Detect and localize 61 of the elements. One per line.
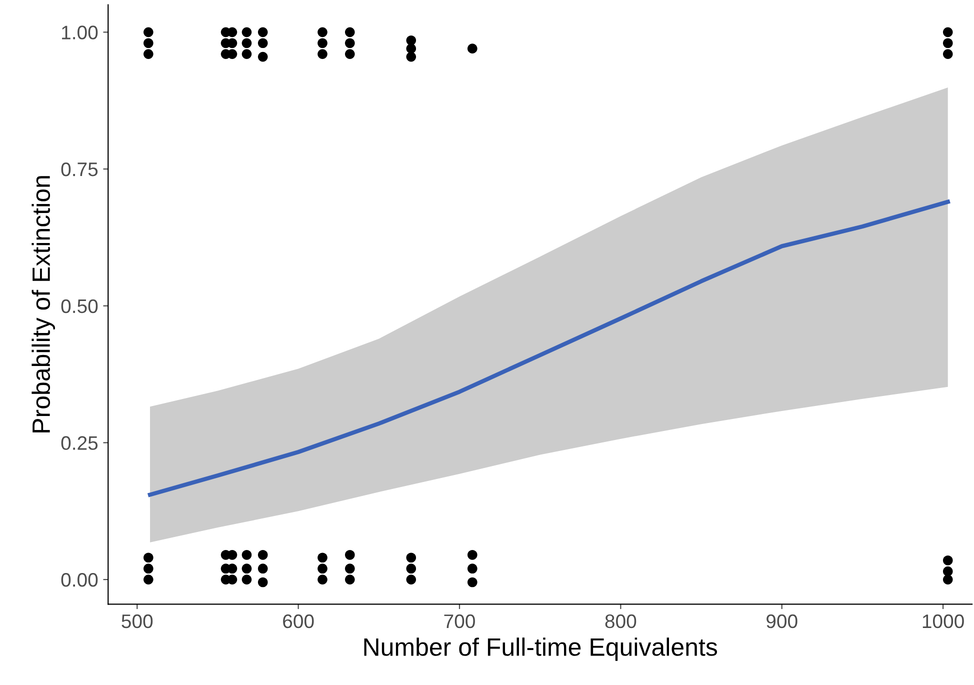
point [942, 566, 953, 576]
y-axis-title: Probability of Extinction [32, 176, 55, 432]
point [406, 564, 416, 574]
point [258, 38, 268, 48]
x-tick-label: 700 [444, 614, 475, 628]
point [318, 564, 328, 574]
x-tick-label: 800 [605, 614, 636, 628]
point [318, 27, 328, 38]
point [344, 38, 355, 48]
point [942, 27, 953, 38]
point [242, 564, 252, 574]
point [144, 552, 154, 563]
point [467, 550, 478, 560]
line-series [148, 200, 950, 497]
x-axis-title: Number of Full-time Equivalents [364, 638, 718, 661]
point [144, 564, 154, 574]
x-tick-label: 500 [122, 614, 153, 628]
point [144, 49, 154, 59]
point [258, 550, 268, 560]
y-tick-label: 1.00 [62, 26, 98, 40]
point [227, 550, 238, 560]
y-tick-label: 0.25 [61, 436, 98, 450]
y-tick-label: 0.50 [61, 299, 98, 314]
point [344, 574, 355, 584]
point [406, 35, 416, 46]
point [344, 550, 355, 560]
x-tick-label: 600 [283, 614, 314, 628]
point [467, 577, 478, 588]
point [242, 49, 252, 59]
point [406, 574, 416, 584]
point [258, 564, 268, 574]
point [406, 52, 416, 62]
point [942, 38, 953, 48]
point [318, 552, 328, 563]
point [344, 564, 355, 574]
point [144, 574, 154, 584]
point [406, 552, 416, 563]
point [242, 38, 252, 48]
x-tick-label: 900 [766, 614, 798, 628]
point [318, 574, 328, 584]
point [242, 550, 252, 560]
point [144, 38, 154, 48]
point [467, 564, 478, 574]
point [406, 44, 416, 54]
x-tick-label: 1000 [922, 614, 964, 628]
point [942, 555, 953, 566]
point [318, 49, 328, 59]
point [942, 49, 953, 59]
y-tick-label: 0.00 [61, 573, 98, 587]
point [242, 574, 252, 584]
point [144, 27, 154, 38]
point [344, 49, 355, 59]
point [942, 574, 953, 584]
point [258, 577, 268, 588]
point [467, 44, 478, 54]
point [258, 52, 268, 62]
y-tick-label: 0.75 [61, 162, 98, 176]
point [258, 27, 268, 38]
point [242, 27, 252, 38]
point [344, 27, 355, 38]
point [318, 38, 328, 48]
